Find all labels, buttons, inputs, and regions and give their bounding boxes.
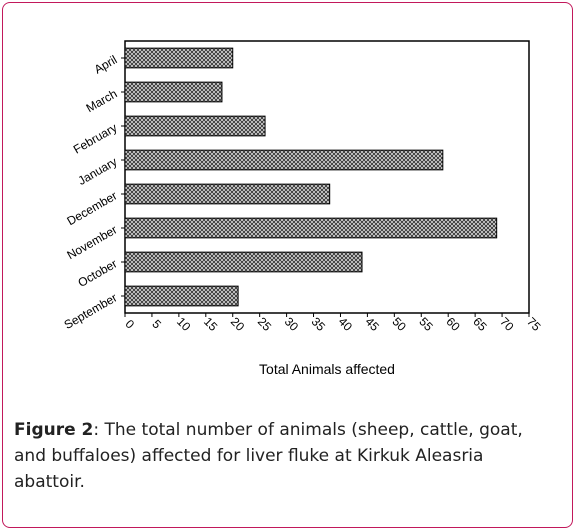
y-tick-label-march: March <box>84 86 120 115</box>
y-tick-label-september: September <box>62 290 120 331</box>
x-tick-label: 25 <box>255 314 275 334</box>
x-axis-label: Total Animals affected <box>259 361 395 377</box>
bar-december <box>124 183 331 205</box>
figure-caption: Figure 2: The total number of animals (s… <box>14 417 559 495</box>
bar-march <box>124 81 223 103</box>
x-tick-label: 20 <box>228 314 248 334</box>
x-tick-label: 75 <box>524 314 544 334</box>
x-tick-label: 15 <box>201 314 221 334</box>
bar-january <box>124 149 444 171</box>
y-tick-label-january: January <box>76 154 120 187</box>
x-tick-label: 70 <box>497 314 517 334</box>
x-tick-label: 60 <box>443 314 463 334</box>
x-tick-label: 40 <box>336 314 356 334</box>
figure-label: Figure 2 <box>14 420 94 440</box>
bar-november <box>124 217 498 239</box>
x-tick-label: 35 <box>309 314 329 334</box>
x-tick-label: 50 <box>389 314 409 334</box>
x-tick-label: 5 <box>149 317 164 332</box>
bar-september <box>124 285 239 307</box>
bar-february <box>124 115 266 137</box>
y-tick-label-february: February <box>71 120 120 156</box>
x-tick-label: 10 <box>174 314 194 334</box>
x-tick-label: 30 <box>282 314 302 334</box>
bar-april <box>124 47 234 69</box>
x-tick-label: 65 <box>470 314 490 334</box>
y-tick-label-october: October <box>76 256 120 289</box>
figure-caption-text: : The total number of animals (sheep, ca… <box>14 420 523 492</box>
x-tick-label: 55 <box>416 314 436 334</box>
y-tick-label-april: April <box>92 52 120 76</box>
x-tick-label: 0 <box>123 317 138 332</box>
bar-october <box>124 251 363 273</box>
x-tick-label: 45 <box>363 314 383 334</box>
